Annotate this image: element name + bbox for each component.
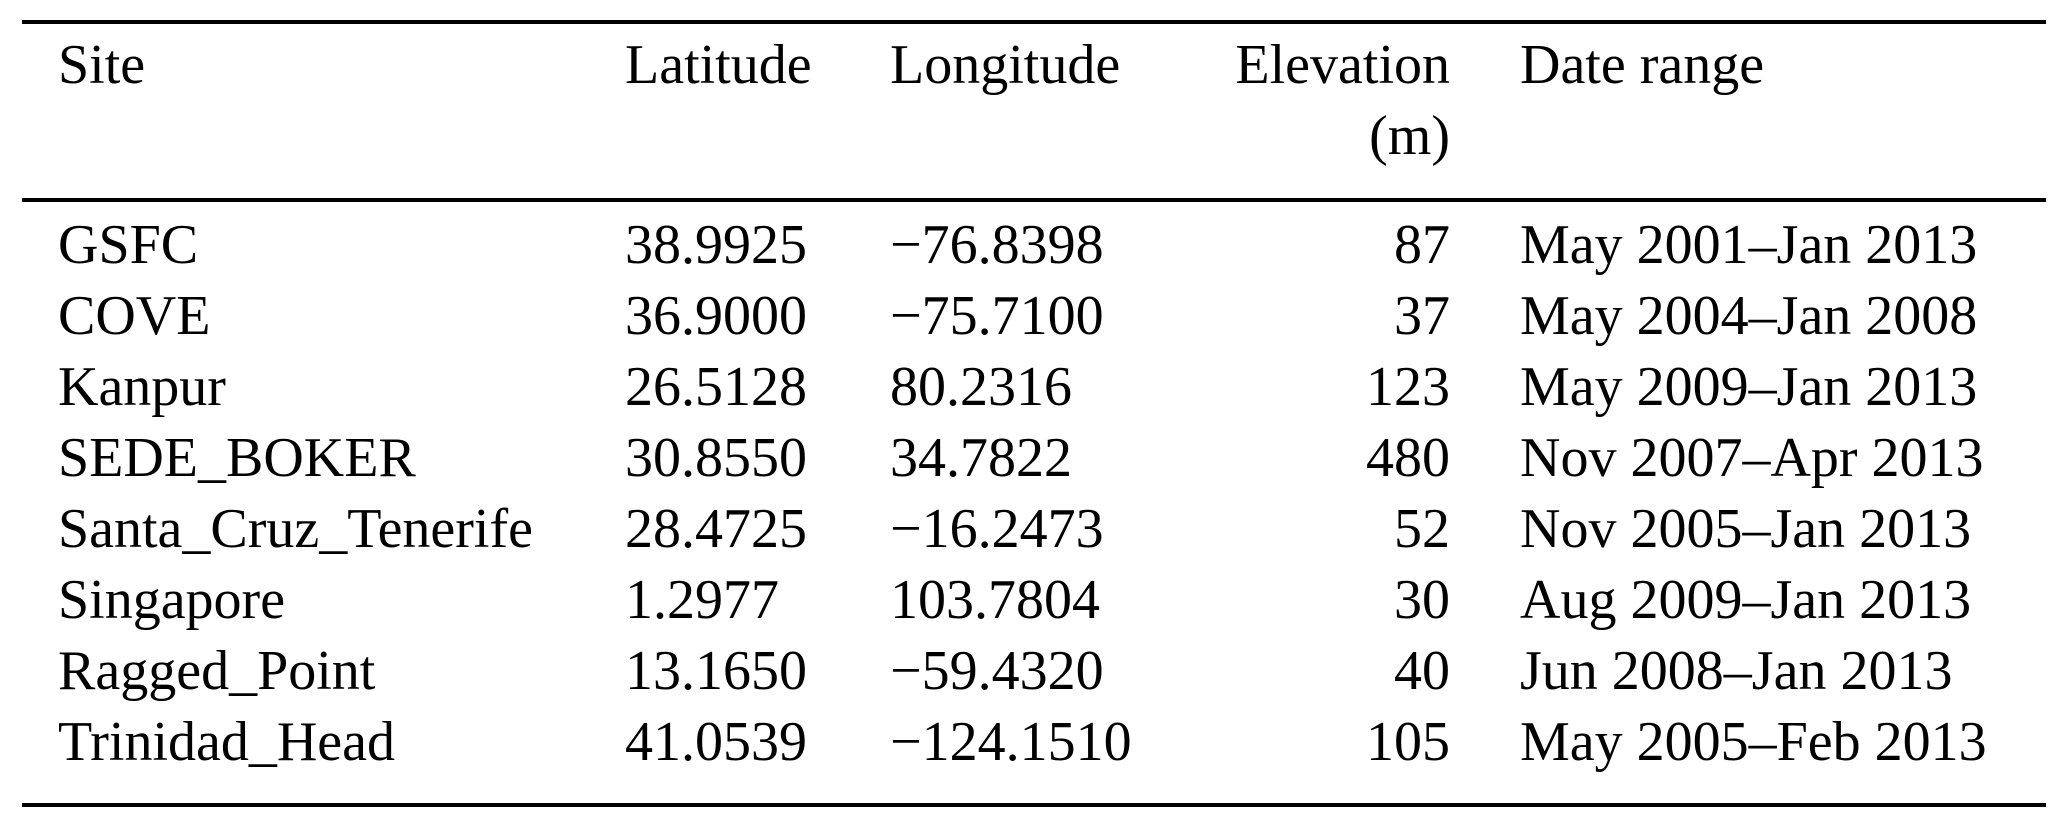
cell-longitude: 34.7822: [890, 427, 1072, 489]
cell-latitude: 41.0539: [625, 711, 807, 773]
cell-date-range: May 2004–Jan 2008: [1520, 285, 1978, 347]
table-top-rule: [22, 20, 2046, 24]
cell-longitude: −75.7100: [890, 285, 1104, 347]
table-header-row: Site Latitude Longitude Elevation (m) Da…: [22, 30, 2046, 172]
cell-date-range: Jun 2008–Jan 2013: [1520, 640, 1953, 702]
cell-elevation: 480: [1366, 427, 1450, 489]
cell-site: COVE: [58, 285, 211, 347]
cell-date-range: May 2009–Jan 2013: [1520, 356, 1978, 418]
column-header-site: Site: [58, 34, 146, 96]
cell-date-range: May 2001–Jan 2013: [1520, 214, 1978, 276]
cell-date-range: Nov 2007–Apr 2013: [1520, 427, 1984, 489]
column-header-longitude: Longitude: [890, 34, 1121, 96]
cell-elevation: 52: [1394, 498, 1450, 560]
cell-longitude: −16.2473: [890, 498, 1104, 560]
cell-latitude: 1.2977: [625, 569, 779, 631]
cell-date-range: Aug 2009–Jan 2013: [1520, 569, 1972, 631]
cell-longitude: −76.8398: [890, 214, 1104, 276]
cell-site: SEDE_BOKER: [58, 427, 416, 489]
cell-latitude: 26.5128: [625, 356, 807, 418]
cell-site: Santa_Cruz_Tenerife: [58, 498, 533, 560]
cell-longitude: −124.1510: [890, 711, 1132, 773]
cell-longitude: −59.4320: [890, 640, 1104, 702]
table-body: GSFC 38.9925 −76.8398 87 May 2001–Jan 20…: [22, 210, 2046, 778]
column-header-elevation: Elevation (m): [1220, 30, 1450, 172]
cell-longitude: 103.7804: [890, 569, 1100, 631]
column-header-elevation-label: Elevation: [1235, 34, 1450, 96]
column-header-date-range: Date range: [1520, 34, 1765, 96]
cell-elevation: 123: [1366, 356, 1450, 418]
cell-site: GSFC: [58, 214, 199, 276]
cell-site: Trinidad_Head: [58, 711, 396, 773]
cell-longitude: 80.2316: [890, 356, 1072, 418]
table-mid-rule: [22, 198, 2046, 202]
cell-latitude: 36.9000: [625, 285, 807, 347]
cell-elevation: 37: [1394, 285, 1450, 347]
column-header-latitude: Latitude: [625, 34, 812, 96]
column-header-elevation-unit: (m): [1369, 105, 1450, 167]
cell-latitude: 30.8550: [625, 427, 807, 489]
cell-latitude: 13.1650: [625, 640, 807, 702]
cell-site: Ragged_Point: [58, 640, 376, 702]
cell-elevation: 87: [1394, 214, 1450, 276]
cell-latitude: 28.4725: [625, 498, 807, 560]
cell-elevation: 30: [1394, 569, 1450, 631]
cell-date-range: May 2005–Feb 2013: [1520, 711, 1987, 773]
cell-site: Singapore: [58, 569, 286, 631]
cell-date-range: Nov 2005–Jan 2013: [1520, 498, 1972, 560]
cell-elevation: 105: [1366, 711, 1450, 773]
cell-elevation: 40: [1394, 640, 1450, 702]
cell-latitude: 38.9925: [625, 214, 807, 276]
cell-site: Kanpur: [58, 356, 226, 418]
table-bottom-rule: [22, 803, 2046, 807]
